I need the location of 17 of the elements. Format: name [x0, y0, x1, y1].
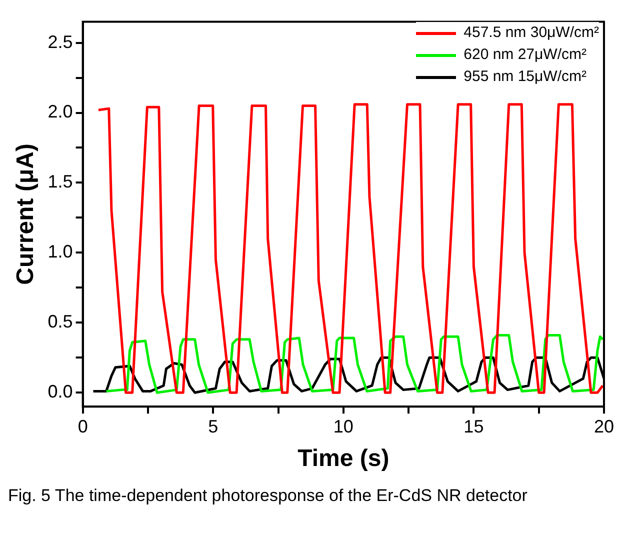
caption: Fig. 5 The time-dependent photoresponse of the Er-CdS NR detector [8, 486, 528, 506]
x-tick-label: 15 [464, 416, 484, 436]
x-tick-label: 10 [333, 416, 354, 436]
y-tick-label: 2.0 [48, 102, 73, 122]
y-axis-title: Current (μA) [12, 144, 40, 285]
x-tick-label: 0 [78, 416, 88, 436]
legend-label: 955 nm 15μW/cm² [464, 67, 586, 87]
y-tick-label: 0.0 [48, 382, 73, 402]
y-tick-label: 1.5 [48, 172, 73, 192]
y-tick-label: 1.0 [48, 242, 73, 262]
legend-label: 457.5 nm 30μW/cm² [464, 23, 599, 43]
legend-label: 620 nm 27μW/cm² [464, 45, 586, 65]
y-tick-label: 0.5 [48, 312, 73, 332]
y-tick-label: 2.5 [48, 32, 73, 52]
x-axis-title: Time (s) [298, 445, 390, 472]
x-tick-label: 5 [208, 416, 218, 436]
x-tick-label: 20 [594, 416, 614, 436]
